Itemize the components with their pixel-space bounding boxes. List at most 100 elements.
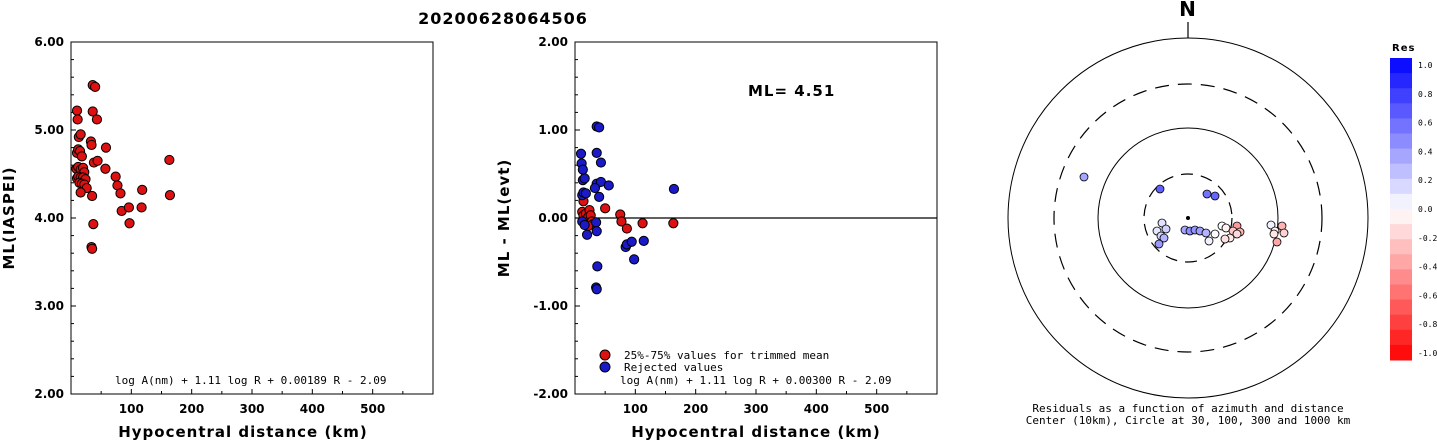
colorbar-tick-label: 0.0 [1418, 205, 1433, 214]
colorbar-tick-label: -0.2 [1418, 234, 1437, 243]
chart1-y-tick-label: 5.00 [34, 123, 64, 137]
chart2-rejected-point [592, 261, 603, 272]
colorbar-cell [1390, 209, 1412, 225]
chart1-point [88, 219, 99, 230]
chart1-point [91, 114, 103, 125]
chart2-rejected-point [603, 180, 614, 191]
station-marker [1279, 228, 1289, 238]
colorbar-cell [1390, 193, 1412, 210]
station-marker [1161, 224, 1171, 234]
legend-trimmed-label: 25%-75% values for trimmed mean [624, 349, 829, 362]
chart1-point [100, 163, 111, 174]
colorbar-cell [1390, 344, 1412, 361]
ring-1000km [1007, 37, 1369, 399]
station-marker [1157, 218, 1167, 228]
polar-caption-1: Residuals as a function of azimuth and d… [1032, 402, 1343, 415]
chart2-rejected-point [629, 254, 640, 265]
chart2-rejected-point [575, 148, 587, 159]
polar-residual-plot: N Residuals as a function of azimuth and… [1007, 0, 1369, 427]
colorbar-cell [1390, 284, 1412, 301]
station-marker [1232, 229, 1242, 239]
colorbar-cell [1390, 88, 1412, 104]
chart1-points [71, 80, 176, 254]
legend-rejected-marker [599, 361, 611, 373]
chart2-points [575, 121, 680, 295]
colorbar-tick-label: 0.6 [1418, 119, 1433, 128]
station-marker [1202, 189, 1212, 199]
colorbar-cell [1390, 118, 1412, 134]
station-marker [1159, 233, 1169, 243]
chart1-point [100, 142, 112, 153]
chart1-point [136, 202, 147, 213]
chart2-rejected-point [595, 157, 607, 168]
colorbar-tick-label: 0.2 [1418, 176, 1433, 185]
chart2-trimmed-point [621, 223, 632, 234]
chart1-point [164, 190, 176, 201]
chart1-point [90, 81, 101, 92]
colorbar-tick-label: -0.6 [1418, 291, 1437, 300]
colorbar-cell [1390, 103, 1412, 119]
colorbar: Res 1.0 0.8 0.6 0.4 0.2 0.0 -0.2 -0.4 -0.6 -0.8 -1… [1390, 43, 1437, 361]
chart-ml-residual: 100 200 300 400 500 -2.00 -1.00 0.00 1.00 2.00 ML… [495, 35, 938, 441]
chart2-rejected-point [591, 226, 602, 237]
legend-trimmed-marker [599, 349, 611, 361]
chart2-rejected-point [589, 182, 601, 194]
station-marker [1154, 239, 1164, 249]
chart1-point [87, 106, 98, 117]
chart2-x-tick-label: 400 [804, 402, 829, 416]
colorbar-cell [1390, 329, 1412, 346]
chart1-formula: log A(nm) + 1.11 log R + 0.00189 R - 2.0… [115, 374, 387, 387]
chart1-point [124, 218, 135, 229]
chart1-y-tick-label: 2.00 [34, 387, 64, 401]
colorbar-tick-label: -1.0 [1418, 349, 1437, 358]
chart1-x-label: Hypocentral distance (km) [118, 423, 368, 441]
chart2-y-tick-label: -2.00 [533, 387, 568, 401]
chart1-x-tick-label: 100 [119, 402, 144, 416]
colorbar-title: Res [1392, 43, 1415, 54]
chart2-trimmed-point [616, 216, 627, 227]
chart2-rejected-point [626, 236, 637, 247]
colorbar-ticks: 1.0 0.8 0.6 0.4 0.2 0.0 -0.2 -0.4 -0.6 -0.8 -1.0 [1418, 61, 1437, 358]
chart2-rejected-point [580, 188, 591, 199]
colorbar-tick-label: -0.4 [1418, 263, 1437, 272]
station-marker [1155, 184, 1165, 194]
chart1-x-tick-label: 300 [239, 402, 264, 416]
chart1-point [164, 154, 175, 166]
colorbar-cell [1390, 239, 1412, 255]
chart2-trimmed-point [668, 218, 679, 229]
figure-title: 20200628064506 [418, 9, 588, 28]
chart2-formula: log A(nm) + 1.11 log R + 0.00300 R - 2.0… [620, 374, 892, 387]
chart-ml-iaspei: 100 200 300 400 500 2.00 3.00 4.00 5.00 6.00 ML(I… [0, 35, 434, 441]
chart2-x-label: Hypocentral distance (km) [631, 423, 881, 441]
colorbar-cell [1390, 254, 1412, 270]
chart2-x-tick-label: 300 [743, 402, 768, 416]
chart1-x-tick-label: 400 [300, 402, 325, 416]
chart2-y-tick-label: -1.00 [533, 299, 568, 313]
chart2-annotation: ML= 4.51 [748, 82, 835, 100]
colorbar-cell [1390, 299, 1412, 316]
colorbar-tick-label: 0.4 [1418, 147, 1433, 156]
chart2-rejected-point [591, 147, 602, 158]
chart2-y-tick-label: 2.00 [538, 35, 568, 49]
colorbar-cell [1390, 58, 1412, 74]
chart1-point [87, 190, 98, 202]
station-marker [1079, 172, 1089, 182]
chart1-grid: 100 200 300 400 500 2.00 3.00 4.00 5.00 6.00 [34, 35, 404, 416]
chart1-point [71, 105, 83, 116]
chart2-rejected-point [594, 191, 605, 202]
station-marker [1272, 237, 1282, 247]
chart2-x-tick-label: 500 [864, 402, 889, 416]
chart2-y-tick-label: 0.00 [538, 211, 568, 225]
chart2-rejected-point [638, 235, 649, 246]
chart2-trimmed-point [600, 203, 611, 214]
chart1-y-tick-label: 6.00 [34, 35, 64, 49]
chart2-x-tick-label: 100 [623, 402, 648, 416]
north-label: N [1179, 0, 1197, 21]
chart2-rejected-point [594, 122, 605, 133]
colorbar-cell [1390, 133, 1412, 150]
chart1-frame [70, 41, 434, 395]
chart1-y-tick-label: 3.00 [34, 299, 64, 313]
chart2-rejected-point [591, 284, 602, 295]
colorbar-tick-label: 0.8 [1418, 90, 1433, 99]
